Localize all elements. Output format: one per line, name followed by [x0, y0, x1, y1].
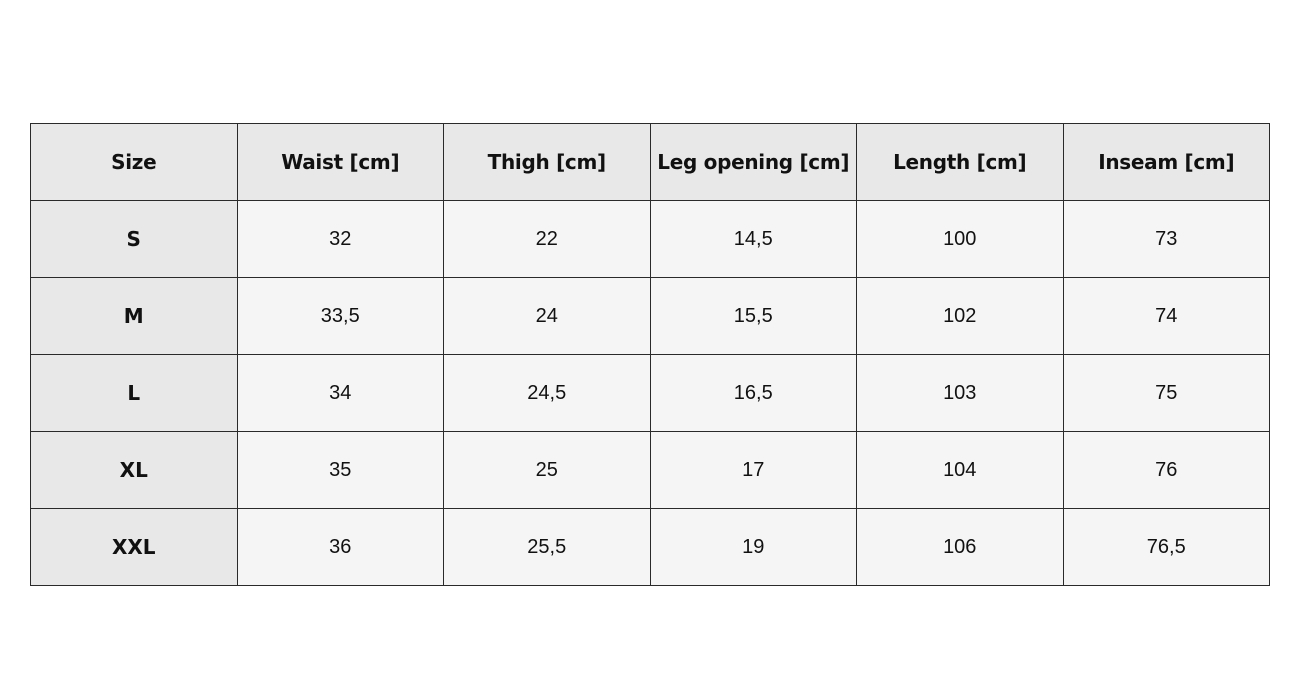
- size-cell: L: [30, 354, 238, 432]
- measurement-cell: 100: [856, 200, 1064, 278]
- table-row: M 33,5 24 15,5 102 74: [30, 277, 1270, 355]
- measurement-cell: 75: [1062, 354, 1270, 432]
- table-row: S 32 22 14,5 100 73: [30, 200, 1270, 278]
- size-cell: XL: [30, 431, 238, 509]
- measurement-cell: 16,5: [649, 354, 857, 432]
- measurement-cell: 104: [856, 431, 1064, 509]
- measurement-cell: 25,5: [443, 508, 651, 586]
- measurement-cell: 76: [1062, 431, 1270, 509]
- measurement-cell: 15,5: [649, 277, 857, 355]
- measurement-cell: 102: [856, 277, 1064, 355]
- measurement-cell: 103: [856, 354, 1064, 432]
- measurement-cell: 33,5: [236, 277, 444, 355]
- table-row: XL 35 25 17 104 76: [30, 431, 1270, 509]
- measurement-cell: 106: [856, 508, 1064, 586]
- measurement-cell: 19: [649, 508, 857, 586]
- measurement-cell: 73: [1062, 200, 1270, 278]
- measurement-cell: 36: [236, 508, 444, 586]
- measurement-cell: 25: [443, 431, 651, 509]
- size-cell: M: [30, 277, 238, 355]
- column-header: Length [cm]: [856, 123, 1064, 201]
- table-row: L 34 24,5 16,5 103 75: [30, 354, 1270, 432]
- column-header: Waist [cm]: [236, 123, 444, 201]
- column-header: Leg opening [cm]: [649, 123, 857, 201]
- table-row: XXL 36 25,5 19 106 76,5: [30, 508, 1270, 586]
- measurement-cell: 14,5: [649, 200, 857, 278]
- measurement-cell: 74: [1062, 277, 1270, 355]
- column-header: Thigh [cm]: [443, 123, 651, 201]
- measurement-cell: 76,5: [1062, 508, 1270, 586]
- measurement-cell: 34: [236, 354, 444, 432]
- column-header: Size: [30, 123, 238, 201]
- size-cell: S: [30, 200, 238, 278]
- measurement-cell: 24,5: [443, 354, 651, 432]
- measurement-cell: 17: [649, 431, 857, 509]
- column-header: Inseam [cm]: [1062, 123, 1270, 201]
- size-cell: XXL: [30, 508, 238, 586]
- header-row: Size Waist [cm] Thigh [cm] Leg opening [cm]…: [30, 123, 1270, 201]
- measurement-cell: 35: [236, 431, 444, 509]
- measurement-cell: 32: [236, 200, 444, 278]
- measurement-cell: 24: [443, 277, 651, 355]
- measurement-cell: 22: [443, 200, 651, 278]
- size-chart-table: Size Waist [cm] Thigh [cm] Leg opening [cm]…: [30, 123, 1270, 586]
